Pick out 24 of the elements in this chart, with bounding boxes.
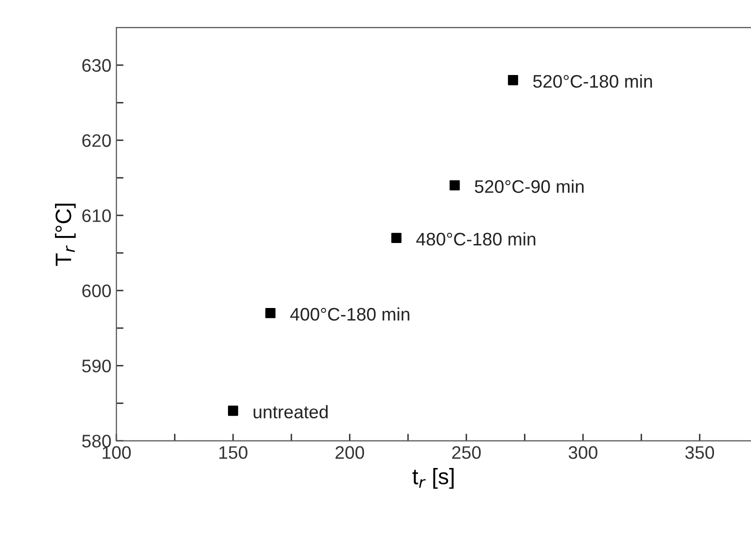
point [508, 75, 518, 86]
point [228, 406, 238, 416]
x-tick-label: 200 [336, 446, 364, 459]
x-tick-label: 350 [685, 446, 714, 459]
x-axis-title: t$_{r}$ [s] [412, 468, 454, 489]
y-tick-label: 600 [82, 284, 111, 298]
y-tick-label: 620 [82, 134, 111, 147]
point [391, 232, 402, 244]
annotation: 480°C-180 min [416, 232, 536, 246]
y-tick-label: 610 [82, 209, 111, 222]
y-tick-label: 630 [82, 59, 111, 72]
x-tick-label: 150 [219, 446, 248, 459]
x-tick-label: 250 [452, 446, 481, 459]
annotation: untreated [254, 405, 328, 418]
x-tick-label: 100 [102, 446, 131, 459]
point [450, 180, 460, 190]
annotation: 520°C-90 min [474, 180, 584, 193]
y-axis-title: T$_{r}$ [°C] [54, 204, 76, 266]
y-tick-label: 590 [82, 360, 111, 372]
annotation: 400°C-180 min [290, 307, 410, 321]
point [265, 308, 276, 318]
y-tick-label: 580 [82, 434, 111, 448]
x-tick-label: 300 [568, 446, 598, 459]
annotation: 520°C-180 min [533, 74, 652, 88]
